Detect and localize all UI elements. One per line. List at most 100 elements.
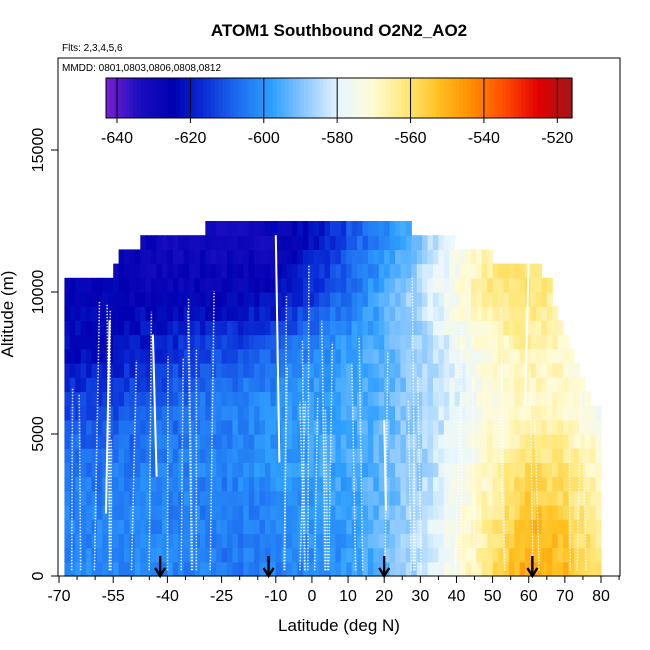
- heatmap-cell: [80, 348, 87, 364]
- heatmap-cell: [75, 462, 82, 478]
- heatmap-cell: [227, 235, 234, 250]
- heatmap-cell: [476, 419, 483, 435]
- heatmap-cell: [573, 363, 580, 378]
- heatmap-cell: [449, 348, 456, 364]
- heatmap-cell: [270, 405, 277, 421]
- heatmap-cell: [96, 334, 103, 350]
- heatmap-cell: [519, 405, 526, 421]
- heatmap-cell: [579, 391, 586, 407]
- heatmap-cell: [118, 547, 125, 563]
- heatmap-cell: [557, 391, 564, 407]
- heatmap-cell: [140, 519, 147, 534]
- heatmap-cell: [340, 292, 347, 307]
- heatmap-cell: [519, 448, 526, 463]
- heatmap-cell: [75, 419, 82, 435]
- heatmap-cell: [378, 377, 385, 392]
- heatmap-cell: [102, 434, 109, 449]
- heatmap-cell: [595, 434, 602, 449]
- heatmap-cell: [80, 363, 87, 378]
- heatmap-cell: [69, 505, 76, 520]
- heatmap-cell: [557, 334, 564, 350]
- heatmap-cell: [259, 348, 266, 364]
- heatmap-cell: [96, 505, 103, 520]
- heatmap-cell: [546, 448, 553, 463]
- heatmap-cell: [563, 377, 570, 392]
- heatmap-cell: [248, 505, 255, 520]
- heatmap-cell: [552, 419, 559, 435]
- heatmap-cell: [140, 448, 147, 463]
- heatmap-cell: [64, 419, 71, 435]
- heatmap-cell: [525, 434, 532, 449]
- heatmap-cell: [519, 277, 526, 293]
- heatmap-cell: [183, 263, 190, 279]
- heatmap-cell: [107, 434, 114, 449]
- heatmap-cell: [237, 348, 244, 364]
- heatmap-cell: [465, 334, 472, 350]
- heatmap-cell: [541, 505, 548, 520]
- heatmap-cell: [286, 476, 293, 492]
- heatmap-cell: [378, 221, 385, 236]
- heatmap-cell: [514, 277, 521, 293]
- heatmap-cell: [254, 519, 261, 534]
- heatmap-cell: [422, 292, 429, 307]
- heatmap-cell: [140, 320, 147, 336]
- heatmap-cell: [313, 377, 320, 392]
- heatmap-cell: [335, 462, 342, 478]
- heatmap-cell: [481, 448, 488, 463]
- x-tick-label: 60: [520, 588, 538, 605]
- heatmap-cell: [470, 405, 477, 421]
- heatmap-cell: [422, 348, 429, 364]
- heatmap-cell: [492, 419, 499, 435]
- heatmap-cell: [264, 419, 271, 435]
- heatmap-cell: [69, 462, 76, 478]
- heatmap-cell: [422, 334, 429, 350]
- heatmap-cell: [319, 306, 326, 321]
- heatmap-cell: [292, 249, 299, 265]
- heatmap-cell: [324, 221, 331, 236]
- heatmap-cell: [302, 505, 309, 520]
- heatmap-cell: [286, 334, 293, 350]
- heatmap-cell: [64, 405, 71, 421]
- heatmap-cell: [254, 434, 261, 449]
- heatmap-cell: [346, 419, 353, 435]
- heatmap-cell: [254, 249, 261, 265]
- x-tick-label: -10: [264, 588, 287, 605]
- heatmap-cell: [416, 434, 423, 449]
- heatmap-cell: [189, 476, 196, 492]
- heatmap-cell: [400, 434, 407, 449]
- heatmap-cell: [405, 363, 412, 378]
- heatmap-cell: [324, 334, 331, 350]
- heatmap-cell: [172, 561, 179, 577]
- heatmap-cell: [286, 519, 293, 534]
- heatmap-cell: [351, 533, 358, 549]
- colorbar-segment: [315, 78, 321, 118]
- heatmap-cell: [221, 221, 228, 236]
- heatmap-cell: [503, 391, 510, 407]
- heatmap-cell: [172, 533, 179, 549]
- heatmap-cell: [80, 419, 87, 435]
- heatmap-cell: [367, 363, 374, 378]
- heatmap-cell: [476, 519, 483, 534]
- heatmap-cell: [416, 405, 423, 421]
- heatmap-cell: [194, 249, 201, 265]
- heatmap-cell: [541, 405, 548, 421]
- heatmap-cell: [373, 405, 380, 421]
- heatmap-cell: [64, 434, 71, 449]
- heatmap-cell: [595, 533, 602, 549]
- heatmap-cell: [330, 561, 337, 577]
- heatmap-cell: [389, 419, 396, 435]
- colorbar-segment: [447, 78, 453, 118]
- heatmap-cell: [237, 490, 244, 506]
- heatmap-cell: [498, 533, 505, 549]
- heatmap-cell: [140, 434, 147, 449]
- heatmap-cell: [167, 391, 174, 407]
- heatmap-cell: [362, 249, 369, 265]
- flight-profile-line: [471, 375, 476, 571]
- heatmap-cell: [281, 519, 288, 534]
- heatmap-cell: [292, 263, 299, 279]
- heatmap-cell: [454, 547, 461, 563]
- heatmap-cell: [443, 263, 450, 279]
- heatmap-cell: [454, 306, 461, 321]
- heatmap-cell: [546, 377, 553, 392]
- heatmap-cell: [194, 405, 201, 421]
